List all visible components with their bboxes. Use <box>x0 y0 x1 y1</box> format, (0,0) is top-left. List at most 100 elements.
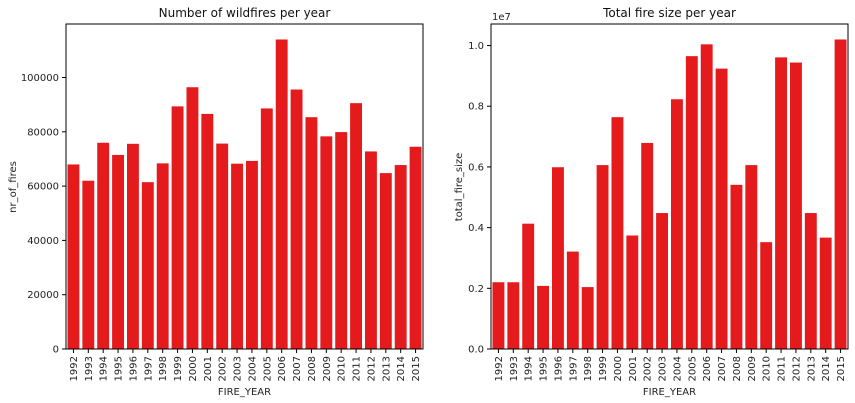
bar-2003 <box>656 213 669 349</box>
bar-2013 <box>379 173 392 349</box>
x-tick-label: 2001 <box>203 356 214 381</box>
bar-2010 <box>760 242 773 349</box>
x-tick-label: 2007 <box>717 356 728 381</box>
x-tick-label: 1995 <box>114 356 125 381</box>
bar-2014 <box>394 165 407 349</box>
bar-2001 <box>201 113 214 349</box>
bar-2003 <box>231 163 244 349</box>
bar-2002 <box>216 143 229 349</box>
bar-2005 <box>685 56 698 350</box>
x-tick-label: 2001 <box>628 356 639 381</box>
y-tick-label: 0.2 <box>468 284 484 295</box>
x-tick-label: 2004 <box>247 356 258 381</box>
x-tick-label: 2012 <box>791 356 802 381</box>
bar-2015 <box>409 146 422 349</box>
x-tick-label: 2015 <box>836 356 847 381</box>
bar-2012 <box>364 151 377 349</box>
bar-1993 <box>82 180 95 349</box>
bar-1998 <box>156 163 169 349</box>
y-axis-label: total_fire_size <box>454 153 465 222</box>
bar-2004 <box>245 160 258 349</box>
bar-1994 <box>97 142 110 349</box>
bar-2006 <box>700 44 713 349</box>
plot-frame <box>490 23 849 350</box>
y-tick-label: 0.0 <box>468 345 484 356</box>
x-tick-label: 2013 <box>381 356 392 381</box>
x-tick-label: 2008 <box>307 356 318 381</box>
chart-total-fire-size: Total fire size per year 0.0 0.2 0.4 0.6 0.8… <box>454 6 849 398</box>
x-axis-label: FIRE_YEAR <box>218 387 271 398</box>
bar-1997 <box>141 182 154 349</box>
x-tick-label: 2008 <box>732 356 743 381</box>
x-tick-label: 1993 <box>509 356 520 381</box>
bar-group <box>67 39 422 350</box>
bar-2001 <box>626 235 639 349</box>
x-tick-label: 1997 <box>568 356 579 381</box>
chart-title: Number of wildfires per year <box>159 6 331 20</box>
y-axis-label: nr_of_fires <box>8 161 19 213</box>
bar-1996 <box>126 143 139 349</box>
bar-2010 <box>335 132 348 349</box>
x-axis: 1992 1993 1994 1995 1996 1997 1998 1999 2000 2001… <box>494 349 847 381</box>
bar-group <box>492 39 847 350</box>
x-tick-label: 2015 <box>411 356 422 381</box>
x-tick-label: 2013 <box>806 356 817 381</box>
x-tick-label: 2006 <box>702 356 713 381</box>
y-tick-label: 0.6 <box>468 162 484 173</box>
x-tick-label: 2003 <box>658 356 669 381</box>
chart-wildfire-count: Number of wildfires per year 0 20000 40000… <box>8 6 424 398</box>
x-tick-label: 2005 <box>687 356 698 381</box>
x-tick-label: 2007 <box>292 356 303 381</box>
bar-2009 <box>745 165 758 349</box>
x-tick-label: 2002 <box>218 356 229 381</box>
y-tick-label: 1.0 <box>468 41 484 52</box>
x-tick-label: 1999 <box>598 356 609 381</box>
bar-1993 <box>507 282 520 349</box>
bar-2009 <box>320 136 333 349</box>
bar-2014 <box>819 237 832 349</box>
x-tick-label: 2006 <box>277 356 288 381</box>
bar-2006 <box>275 39 288 349</box>
y-tick-label: 0.4 <box>468 223 484 234</box>
y-tick-label: 60000 <box>27 182 59 193</box>
bar-2013 <box>804 213 817 349</box>
x-tick-label: 1992 <box>494 356 505 381</box>
y-tick-label: 20000 <box>27 290 59 301</box>
x-axis-label: FIRE_YEAR <box>643 387 696 398</box>
bar-1992 <box>492 282 505 349</box>
x-tick-label: 1997 <box>143 356 154 381</box>
x-tick-label: 2002 <box>643 356 654 381</box>
bar-1995 <box>537 285 550 349</box>
y-tick-label: 0 <box>53 345 59 356</box>
x-tick-label: 1996 <box>128 356 139 381</box>
x-tick-label: 2011 <box>352 356 363 381</box>
bar-1992 <box>67 164 80 349</box>
bar-2004 <box>670 99 683 349</box>
x-tick-label: 1994 <box>524 356 535 381</box>
bar-2015 <box>834 39 847 349</box>
bar-1997 <box>566 251 579 349</box>
bar-1999 <box>171 106 184 349</box>
x-tick-label: 2003 <box>233 356 244 381</box>
x-tick-label: 2000 <box>613 356 624 381</box>
chart-title: Total fire size per year <box>602 6 736 20</box>
y-tick-label: 0.8 <box>468 102 484 113</box>
y-axis-offset-label: 1e7 <box>492 12 511 23</box>
x-tick-label: 2014 <box>396 356 407 381</box>
bar-1995 <box>112 154 125 349</box>
y-tick-label: 100000 <box>21 73 59 84</box>
bar-2007 <box>715 68 728 350</box>
bar-2005 <box>260 108 273 349</box>
x-tick-label: 1993 <box>84 356 95 381</box>
x-tick-label: 2011 <box>777 356 788 381</box>
x-tick-label: 1994 <box>99 356 110 381</box>
bar-2012 <box>789 62 802 349</box>
x-tick-label: 2004 <box>672 356 683 381</box>
bar-1998 <box>581 287 594 349</box>
bar-2007 <box>290 89 303 350</box>
y-axis: 0.0 0.2 0.4 0.6 0.8 1.0 <box>468 41 491 356</box>
bar-2000 <box>186 87 199 349</box>
x-tick-label: 2005 <box>262 356 273 381</box>
x-tick-label: 2010 <box>762 356 773 381</box>
